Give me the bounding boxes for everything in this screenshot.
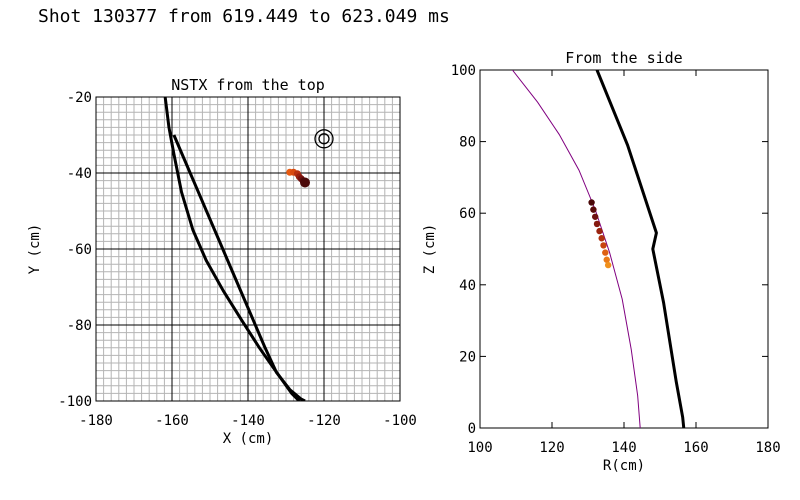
y-tick-label: 0 — [468, 421, 476, 437]
trajectory-point — [598, 235, 605, 242]
y-tick-label: -40 — [67, 166, 92, 182]
x-tick-label: 120 — [539, 440, 564, 456]
boundary-arc — [512, 70, 641, 428]
trajectory-point — [600, 242, 607, 249]
plot-area-top — [163, 97, 334, 401]
target-marker-inner — [318, 133, 330, 145]
trajectory-point — [592, 213, 599, 220]
trajectory-point — [604, 261, 612, 269]
panel-title: NSTX from the top — [171, 76, 325, 94]
plot-area-side — [512, 70, 686, 428]
x-tick-label: -180 — [79, 413, 113, 429]
trajectory-point — [588, 199, 595, 206]
trajectory-point — [603, 256, 610, 263]
x-axis-label: R(cm) — [603, 458, 645, 474]
x-axis-label: X (cm) — [223, 431, 274, 447]
y-axis-label: Y (cm) — [27, 224, 43, 275]
panel-top — [95, 96, 401, 402]
y-tick-label: 40 — [459, 278, 476, 294]
y-axis-label: Z (cm) — [422, 224, 438, 275]
trajectory-point — [300, 177, 310, 188]
y-tick-label: 100 — [451, 63, 476, 79]
y-tick-label: 60 — [459, 206, 476, 222]
trajectory-point — [602, 249, 609, 256]
x-tick-label: 140 — [611, 440, 636, 456]
x-tick-label: -120 — [307, 413, 341, 429]
y-tick-label: 80 — [459, 135, 476, 151]
trajectory-point — [593, 220, 601, 228]
plot-frame-side — [479, 69, 769, 429]
y-tick-label: 20 — [459, 349, 476, 365]
trajectory-point — [590, 206, 597, 213]
x-tick-label: 100 — [467, 440, 492, 456]
trajectory-point — [596, 227, 603, 235]
panel-title: From the side — [565, 49, 682, 67]
y-tick-label: -100 — [58, 394, 92, 410]
x-tick-label: 180 — [755, 440, 780, 456]
x-tick-label: -140 — [231, 413, 265, 429]
x-tick-label: 160 — [683, 440, 708, 456]
panel-side — [479, 69, 769, 429]
main-title: Shot 130377 from 619.449 to 623.049 ms — [38, 6, 450, 27]
wall-line-b — [172, 134, 306, 401]
target-marker-outer — [314, 129, 334, 149]
x-tick-label: -160 — [155, 413, 189, 429]
y-tick-label: -20 — [67, 90, 92, 106]
wall-profile — [595, 70, 686, 428]
y-tick-label: -60 — [67, 242, 92, 258]
y-tick-label: -80 — [67, 318, 92, 334]
x-tick-label: -100 — [383, 413, 417, 429]
